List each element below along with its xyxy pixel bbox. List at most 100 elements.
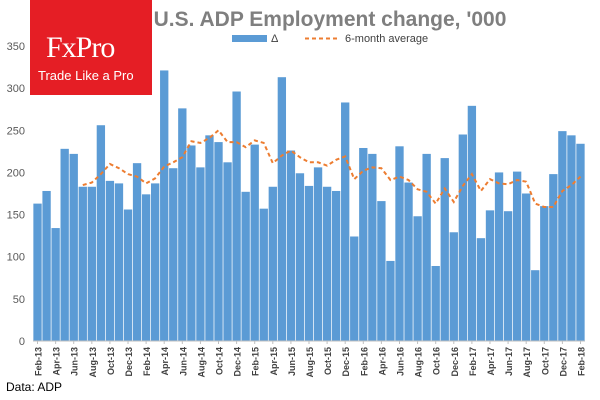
x-tick-label: Aug-13 <box>88 347 98 378</box>
x-tick-label: Jun-15 <box>287 347 297 376</box>
x-tick-label: Dec-14 <box>233 347 243 377</box>
x-tick-label: Aug-15 <box>305 347 315 378</box>
bar <box>304 185 314 341</box>
bar <box>485 210 495 341</box>
bar <box>205 135 214 341</box>
y-tick-label: 300 <box>7 83 25 95</box>
x-tick-label: Jun-17 <box>504 347 514 376</box>
x-tick-label: Feb-16 <box>359 347 369 376</box>
bar <box>359 147 368 341</box>
bar <box>277 77 287 341</box>
bar <box>322 186 332 341</box>
bar <box>522 193 531 341</box>
bar <box>232 91 241 341</box>
y-tick-label: 100 <box>7 252 25 264</box>
bar <box>531 270 540 341</box>
bar <box>503 211 513 341</box>
bar <box>458 134 467 341</box>
x-axis: Feb-13 Apr-13 Jun-13 Aug-13 Oct-13 Dec-13 Feb-… <box>34 341 586 378</box>
bar <box>494 172 504 341</box>
bar <box>241 191 250 341</box>
chart-title: U.S. ADP Employment change, '000 <box>154 8 507 31</box>
bar <box>87 186 96 341</box>
bar <box>350 236 359 341</box>
bar <box>250 144 259 341</box>
y-tick-label: 150 <box>7 210 25 222</box>
bar <box>377 201 386 341</box>
average-series <box>82 128 582 208</box>
x-tick-label: Oct-13 <box>106 347 116 375</box>
bar <box>286 150 296 341</box>
logo-name: FxPro <box>46 31 115 64</box>
bar <box>259 208 268 341</box>
bar <box>187 145 196 341</box>
bar <box>132 163 142 341</box>
bar <box>313 167 323 341</box>
x-tick-label: Apr-14 <box>160 347 170 376</box>
bar <box>268 186 277 341</box>
bar <box>42 190 51 341</box>
x-tick-label: Dec-16 <box>450 347 460 377</box>
y-tick-label: 0 <box>19 336 25 348</box>
x-tick-label: Apr-17 <box>486 347 496 376</box>
x-tick-label: Feb-18 <box>576 347 586 376</box>
bar <box>33 203 42 341</box>
bar <box>141 194 151 341</box>
bar <box>449 232 458 341</box>
bar <box>223 162 232 341</box>
legend-label-delta: Δ <box>271 33 279 45</box>
bar <box>295 173 305 341</box>
fxpro-logo: FxPro Trade Like a Pro <box>30 0 152 95</box>
average-line <box>82 128 582 208</box>
bar <box>567 135 576 341</box>
bar <box>341 102 350 341</box>
bar <box>404 182 413 341</box>
y-axis: 0 50 100 150 200 250 300 350 <box>7 41 25 348</box>
bar <box>196 167 205 341</box>
bar <box>540 206 549 341</box>
x-tick-label: Oct-17 <box>540 347 550 375</box>
x-tick-label: Jun-14 <box>178 347 188 376</box>
x-tick-label: Feb-15 <box>251 347 261 376</box>
x-tick-label: Feb-17 <box>468 347 478 376</box>
bar <box>160 70 169 341</box>
bar <box>558 131 567 341</box>
bar <box>431 265 440 341</box>
bar <box>51 228 60 341</box>
bar <box>123 209 133 341</box>
legend: Δ 6-month average <box>232 33 428 45</box>
bar <box>386 260 395 341</box>
x-tick-label: Dec-13 <box>124 347 134 377</box>
bar <box>214 142 223 341</box>
bar <box>69 153 78 341</box>
bar <box>512 171 522 341</box>
legend-label-average: 6-month average <box>345 33 428 45</box>
bar-series <box>33 70 585 342</box>
x-tick-label: Apr-13 <box>52 347 62 376</box>
x-tick-label: Jun-16 <box>395 347 405 376</box>
x-tick-label: Apr-15 <box>269 347 279 376</box>
x-tick-label: Aug-17 <box>522 347 532 378</box>
logo-tagline: Trade Like a Pro <box>38 68 134 83</box>
bar <box>576 143 585 341</box>
bar <box>60 148 69 341</box>
y-tick-label: 350 <box>7 41 25 53</box>
bar <box>178 108 187 342</box>
bar <box>151 183 160 341</box>
bar <box>395 146 404 341</box>
y-tick-label: 50 <box>13 294 25 306</box>
bar <box>96 125 106 341</box>
bar <box>78 186 87 341</box>
bar <box>368 153 377 341</box>
x-tick-label: Dec-15 <box>341 347 351 377</box>
y-tick-label: 200 <box>7 167 25 179</box>
x-tick-label: Aug-14 <box>196 347 206 378</box>
bar <box>440 158 449 341</box>
y-tick-label: 250 <box>7 125 25 137</box>
x-tick-label: Jun-13 <box>70 347 80 376</box>
x-tick-label: Oct-15 <box>323 347 333 375</box>
x-tick-label: Oct-16 <box>432 347 442 375</box>
x-tick-label: Feb-13 <box>34 347 44 376</box>
bar <box>331 190 341 341</box>
